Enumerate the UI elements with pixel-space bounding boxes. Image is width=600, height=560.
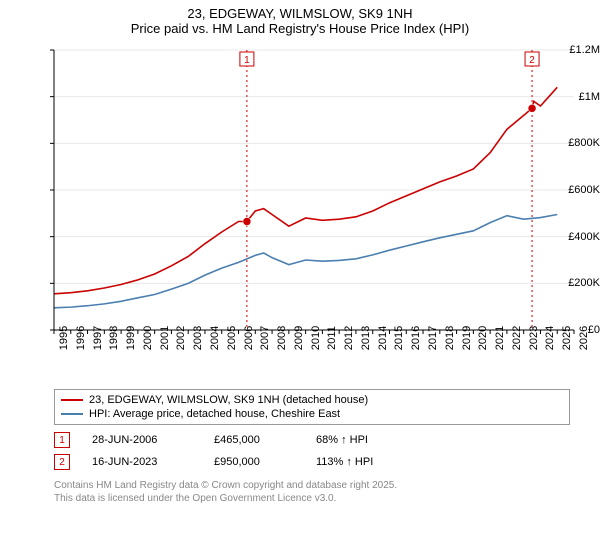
x-tick-label: 2025 — [561, 326, 573, 350]
x-tick-label: 2003 — [192, 326, 204, 350]
x-tick-label: 2006 — [243, 326, 255, 350]
events-list: 1 28-JUN-2006 £465,000 68% ↑ HPI 2 16-JUN-202… — [54, 429, 570, 473]
x-tick-label: 2011 — [326, 326, 338, 350]
x-tick-label: 1995 — [58, 326, 70, 350]
x-tick-label: 2019 — [461, 326, 473, 350]
event-pct: 68% ↑ HPI — [316, 434, 406, 446]
x-tick-label: 1997 — [92, 326, 104, 350]
y-tick-label: £800K — [554, 137, 600, 149]
legend-item: HPI: Average price, detached house, Ches… — [61, 407, 563, 421]
event-price: £465,000 — [214, 434, 294, 446]
event-price: £950,000 — [214, 456, 294, 468]
x-tick-label: 2000 — [142, 326, 154, 350]
legend-swatch — [61, 399, 83, 401]
y-tick-label: £400K — [554, 231, 600, 243]
footer-line-1: Contains HM Land Registry data © Crown c… — [54, 479, 570, 492]
x-tick-label: 2020 — [477, 326, 489, 350]
event-pct: 113% ↑ HPI — [316, 456, 406, 468]
x-tick-label: 2021 — [494, 326, 506, 350]
footer-line-2: This data is licensed under the Open Gov… — [54, 492, 570, 505]
chart-subtitle: Price paid vs. HM Land Registry's House … — [0, 21, 600, 40]
legend-label: HPI: Average price, detached house, Ches… — [89, 408, 340, 420]
event-row: 1 28-JUN-2006 £465,000 68% ↑ HPI — [54, 429, 570, 451]
event-marker: 1 — [54, 432, 70, 448]
event-date: 16-JUN-2023 — [92, 456, 192, 468]
address-title: 23, EDGEWAY, WILMSLOW, SK9 1NH — [0, 0, 600, 21]
x-tick-label: 2024 — [544, 326, 556, 350]
x-tick-label: 2012 — [343, 326, 355, 350]
legend-swatch — [61, 413, 83, 415]
legend: 23, EDGEWAY, WILMSLOW, SK9 1NH (detached… — [54, 389, 570, 425]
x-tick-label: 2002 — [175, 326, 187, 350]
x-tick-label: 2009 — [293, 326, 305, 350]
x-tick-label: 2014 — [377, 326, 389, 350]
x-tick-label: 1996 — [75, 326, 87, 350]
x-tick-label: 2026 — [578, 326, 590, 350]
x-tick-label: 2010 — [310, 326, 322, 350]
x-tick-label: 2013 — [360, 326, 372, 350]
x-tick-label: 1999 — [125, 326, 137, 350]
svg-text:1: 1 — [244, 55, 250, 66]
x-tick-label: 2004 — [209, 326, 221, 350]
x-tick-label: 2007 — [259, 326, 271, 350]
y-tick-label: £200K — [554, 277, 600, 289]
x-tick-label: 2008 — [276, 326, 288, 350]
event-marker: 2 — [54, 454, 70, 470]
legend-label: 23, EDGEWAY, WILMSLOW, SK9 1NH (detached… — [89, 394, 368, 406]
x-tick-label: 2023 — [528, 326, 540, 350]
svg-text:2: 2 — [529, 55, 535, 66]
legend-item: 23, EDGEWAY, WILMSLOW, SK9 1NH (detached… — [61, 393, 563, 407]
x-tick-label: 2001 — [159, 326, 171, 350]
y-tick-label: £600K — [554, 184, 600, 196]
x-tick-label: 2018 — [444, 326, 456, 350]
x-tick-label: 2022 — [511, 326, 523, 350]
y-tick-label: £1.2M — [554, 44, 600, 56]
x-tick-label: 1998 — [108, 326, 120, 350]
event-row: 2 16-JUN-2023 £950,000 113% ↑ HPI — [54, 451, 570, 473]
x-tick-label: 2015 — [393, 326, 405, 350]
x-tick-label: 2017 — [427, 326, 439, 350]
chart: 12 £0£200K£400K£600K£800K£1M£1.2M 199519… — [0, 40, 600, 385]
x-tick-label: 2016 — [410, 326, 422, 350]
x-tick-label: 2005 — [226, 326, 238, 350]
footer-attribution: Contains HM Land Registry data © Crown c… — [54, 479, 570, 505]
event-date: 28-JUN-2006 — [92, 434, 192, 446]
y-tick-label: £1M — [554, 91, 600, 103]
